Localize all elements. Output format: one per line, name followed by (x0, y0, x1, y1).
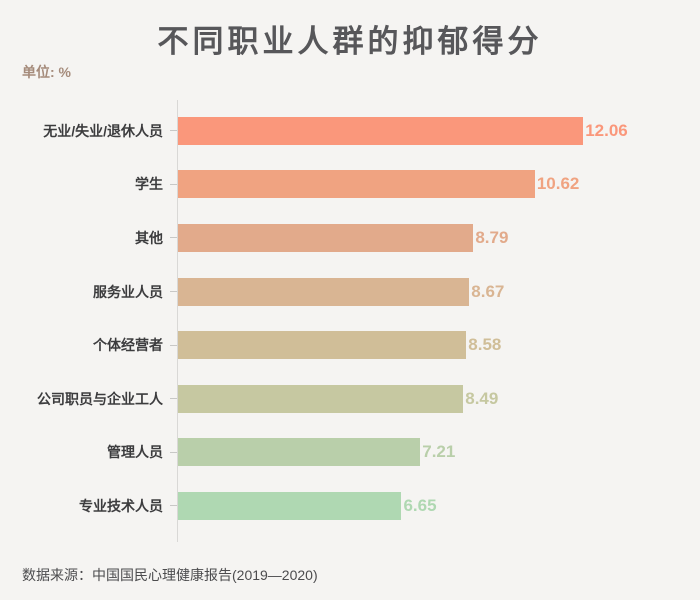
category-label: 专业技术人员 (79, 497, 163, 514)
category-label: 服务业人员 (93, 283, 163, 300)
bar (178, 223, 474, 252)
value-label: 12.06 (585, 120, 628, 140)
category-label: 学生 (135, 176, 163, 193)
bar-track: 10.62 (177, 158, 700, 212)
category-label: 其他 (135, 229, 163, 246)
bar (178, 384, 464, 413)
bar-track: 8.67 (177, 265, 700, 319)
bar-track: 7.21 (177, 426, 700, 480)
bar-row: 其他 8.79 (0, 211, 700, 265)
value-label: 8.49 (465, 388, 499, 408)
value-label: 8.67 (471, 281, 505, 301)
bar (178, 438, 421, 467)
bar (178, 170, 535, 199)
value-label: 8.58 (468, 335, 502, 355)
bar-row: 服务业人员 8.67 (0, 265, 700, 319)
chart-title: 不同职业人群的抑郁得分 (157, 24, 543, 59)
bar-row: 个体经营者 8.58 (0, 318, 700, 372)
axis-tick (170, 344, 177, 346)
bar-track: 8.49 (177, 372, 700, 426)
axis-tick (170, 398, 177, 400)
axis-tick (170, 183, 177, 185)
unit-label: 单位: % (22, 64, 71, 80)
bar-track: 8.79 (177, 211, 700, 265)
bar (178, 491, 402, 520)
value-label: 6.65 (403, 495, 437, 515)
axis-tick (170, 237, 177, 239)
bar (178, 116, 584, 145)
bar-chart: 无业/失业/退休人员 12.06 学生 10.62 其他 8.79 服务业人员 8.67 个体经… (0, 100, 700, 542)
value-label: 7.21 (422, 442, 456, 462)
category-label: 管理人员 (107, 444, 163, 461)
data-source-label: 数据来源：中国国民心理健康报告(2019—2020) (22, 567, 318, 583)
bar-row: 无业/失业/退休人员 12.06 (0, 104, 700, 158)
bar (178, 331, 467, 360)
axis-tick (170, 130, 177, 132)
value-label: 10.62 (536, 174, 580, 194)
axis-tick (170, 291, 177, 293)
bar (178, 277, 470, 306)
axis-tick (170, 505, 177, 507)
value-label: 8.79 (475, 227, 509, 247)
bar-row: 管理人员 7.21 (0, 426, 700, 480)
bar-track: 6.65 (177, 479, 700, 533)
axis-tick (170, 451, 177, 453)
category-label: 公司职员与企业工人 (37, 390, 163, 407)
bar-row: 公司职员与企业工人 8.49 (0, 372, 700, 426)
bar-track: 8.58 (177, 318, 700, 372)
category-label: 个体经营者 (93, 337, 163, 354)
bar-row: 学生 10.62 (0, 158, 700, 212)
bar-row: 专业技术人员 6.65 (0, 479, 700, 533)
bar-track: 12.06 (177, 104, 700, 158)
y-axis-line (177, 100, 178, 542)
bar-rows-container: 无业/失业/退休人员 12.06 学生 10.62 其他 8.79 服务业人员 8.67 个体经… (0, 104, 700, 533)
category-label: 无业/失业/退休人员 (43, 122, 163, 139)
